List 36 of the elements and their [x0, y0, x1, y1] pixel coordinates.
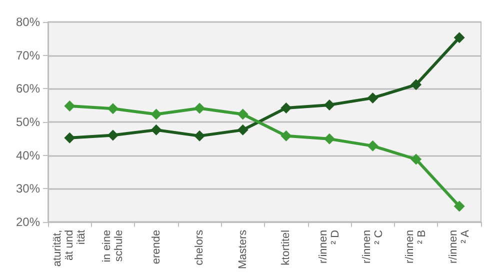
- point: [237, 108, 248, 120]
- y-tick-label: 60%: [16, 82, 40, 96]
- y-tick-label: 30%: [16, 182, 40, 196]
- y-tick-label: 20%: [16, 214, 40, 229]
- point: [367, 92, 378, 104]
- point: [194, 102, 206, 114]
- x-tick-label: ktortitel: [280, 230, 292, 266]
- point: [410, 154, 422, 165]
- point: [324, 133, 335, 144]
- x-tick-label: r/innen ² D: [317, 230, 342, 264]
- y-tick-label: 50%: [16, 114, 40, 129]
- point: [454, 200, 465, 212]
- point: [410, 79, 422, 90]
- point: [280, 130, 292, 142]
- y-tick-label: 40%: [16, 148, 40, 162]
- point: [107, 130, 118, 141]
- point: [194, 130, 206, 142]
- point: [324, 99, 335, 110]
- point: [454, 32, 465, 44]
- x-tick-label: chelors: [194, 229, 206, 266]
- point: [64, 132, 76, 144]
- point: [150, 124, 162, 136]
- point: [237, 124, 248, 136]
- x-tick-label: r/innen ² C: [360, 230, 385, 264]
- point: [367, 140, 378, 152]
- point: [280, 102, 292, 114]
- x-tick-label: r/innen ² A: [447, 229, 472, 264]
- y-tick-label: 70%: [16, 48, 40, 62]
- x-tick-label: erende: [150, 230, 162, 264]
- x-tick-label: Masters: [236, 229, 249, 270]
- x-tick-label: aturität, ät und ität: [52, 230, 88, 267]
- point: [64, 100, 76, 112]
- point: [107, 103, 118, 114]
- x-tick-label: r/innen ² B: [404, 230, 428, 264]
- point: [150, 108, 162, 120]
- y-tick-label: 80%: [16, 15, 40, 29]
